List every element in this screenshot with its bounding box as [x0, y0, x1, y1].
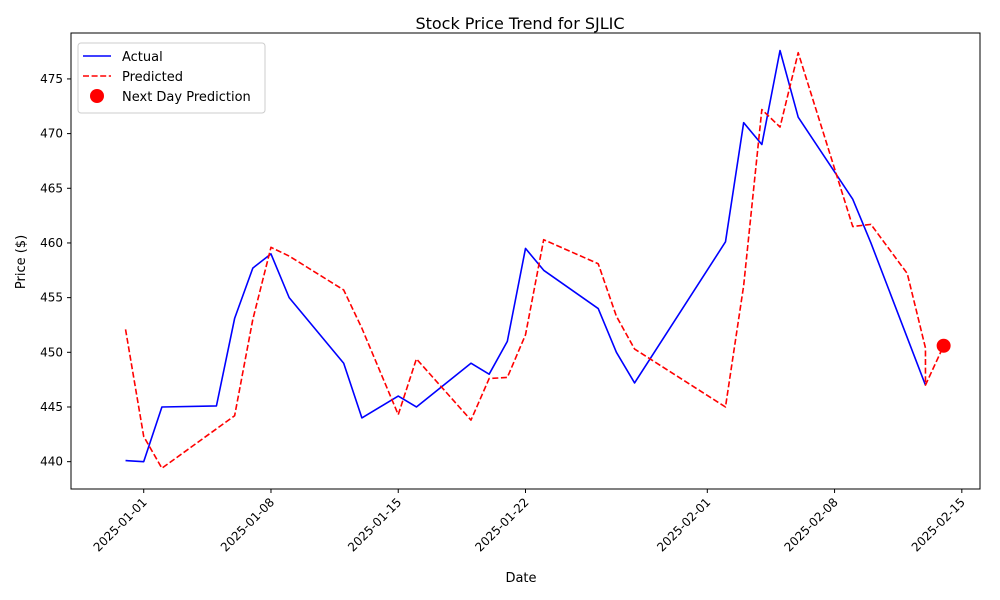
y-tick-label-1: 445 [40, 400, 63, 414]
legend: Actual Predicted Next Day Prediction [77, 42, 266, 114]
y-tick-label-6: 470 [40, 127, 63, 141]
y-tick-label-2: 450 [40, 345, 63, 359]
legend-box [77, 42, 266, 114]
chart-title: Stock Price Trend for SJLIC [415, 14, 624, 33]
y-tick-label-5: 465 [40, 181, 63, 195]
y-tick-label-4: 460 [40, 236, 63, 250]
legend-swatch-next-day-prediction [90, 89, 104, 103]
y-tick-label-3: 455 [40, 291, 63, 305]
y-axis-title: Price ($) [14, 235, 29, 289]
x-axis-title: Date [505, 571, 536, 586]
legend-label-actual: Actual [122, 50, 163, 65]
y-tick-label-0: 440 [40, 455, 63, 469]
plot-area [124, 49, 951, 470]
actual-series-line [125, 49, 927, 463]
legend-label-next-day-prediction: Next Day Prediction [122, 90, 251, 105]
y-axis: 440 445 450 455 460 465 470 475 [40, 72, 71, 469]
next-day-prediction-marker-0 [936, 338, 951, 353]
y-tick-label-7: 475 [40, 72, 63, 86]
legend-label-predicted: Predicted [122, 70, 183, 85]
